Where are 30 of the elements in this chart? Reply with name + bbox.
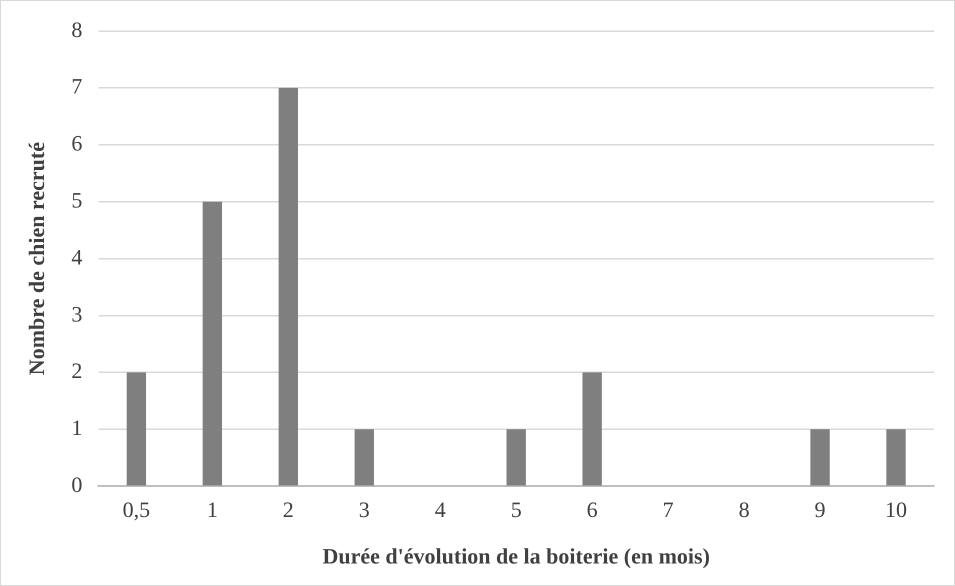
x-tick-label: 1 (206, 497, 218, 522)
x-tick-label: 4 (434, 497, 446, 522)
y-tick-label: 6 (71, 130, 82, 156)
x-tick-label: 5 (510, 497, 522, 522)
bar (126, 372, 146, 486)
y-axis-title: Nombre de chien recruté (24, 142, 49, 376)
x-tick-label: 7 (662, 497, 674, 522)
x-tick-label: 9 (814, 497, 826, 522)
bar (354, 429, 374, 486)
x-tick-label: 8 (738, 497, 750, 522)
bar (202, 202, 222, 486)
bar (810, 429, 830, 486)
bar (278, 88, 298, 486)
x-tick-label: 0,5 (122, 497, 150, 522)
bar (506, 429, 526, 486)
x-tick-label: 2 (282, 497, 294, 522)
x-axis-title: Durée d'évolution de la boiterie (en mois) (322, 543, 710, 568)
y-tick-label: 4 (71, 244, 82, 270)
y-tick-label: 7 (71, 74, 82, 99)
x-tick-label: 10 (885, 497, 908, 522)
x-tick-label: 3 (358, 497, 370, 522)
y-tick-label: 1 (71, 415, 82, 440)
y-tick-label: 8 (71, 16, 82, 42)
x-tick-label: 6 (586, 497, 598, 522)
y-tick-label: 0 (71, 472, 82, 497)
y-tick-label: 5 (71, 187, 82, 212)
y-tick-label: 2 (71, 358, 82, 384)
y-tick-label: 3 (71, 301, 82, 326)
bar (886, 429, 906, 486)
bar (582, 372, 602, 486)
